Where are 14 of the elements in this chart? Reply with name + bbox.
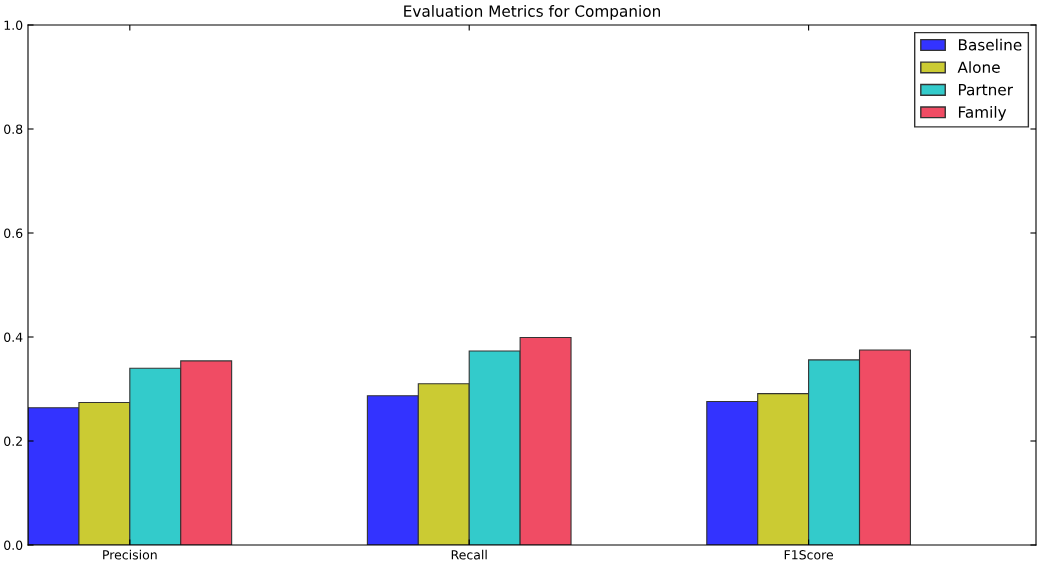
y-tick-label: 0.4 [4,332,23,342]
legend-label: Baseline [958,38,1022,51]
x-tick-label: F1Score [784,550,834,560]
y-tick-label: 0.6 [4,228,23,238]
legend-label: Family [958,106,1007,121]
y-tick-label: 0.0 [4,540,23,550]
chart-title: Evaluation Metrics for Companion [404,5,660,20]
legend-label: Partner [958,84,1013,96]
x-tick-label: Precision [103,549,157,560]
y-tick-label: 0.2 [4,436,22,446]
legend-label: Alone [957,61,1000,73]
x-tick-label: Recall [451,549,487,560]
y-tick-label: 1.0 [4,20,23,30]
y-tick-label: 0.8 [4,124,23,134]
